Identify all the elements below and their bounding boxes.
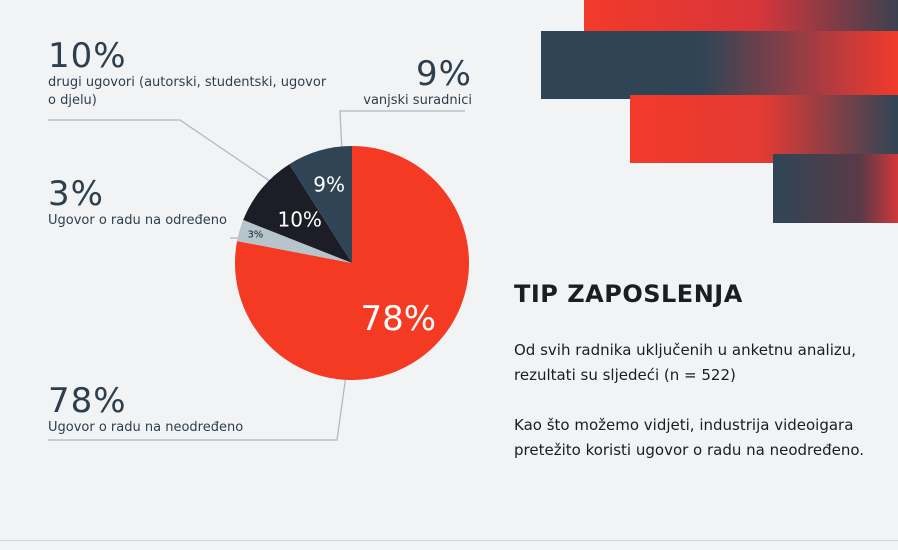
legend-other-text: drugi ugovori (autorski, studentski, ugo… [48,75,327,108]
decorative-stripe-2 [541,31,898,99]
pie-slice-3 [289,146,352,263]
leader-line-2 [48,119,281,189]
legend-other-contracts: 10% drugi ugovori (autorski, studentski,… [48,38,338,110]
pie-slice-labels: 78% 3% 10% 9% [247,172,436,339]
legend-fixed-term: 3% Ugovor o radu na određeno [48,176,248,230]
pie-slice-label-2: 10% [277,208,321,232]
legend-other-pct: 10% [48,36,127,76]
bottom-divider [0,540,898,541]
decorative-stripe-4 [773,154,898,223]
legend-external-pct: 9% [416,54,472,94]
intro-paragraph: Od svih radnika uključenih u anketnu ana… [514,341,857,384]
legend-fixed-term-pct: 3% [48,174,104,214]
pie-slice-label-1: 3% [247,229,263,240]
conclusion-paragraph: Kao što možemo vidjeti, industrija video… [514,416,865,459]
pie-slice-label-3: 9% [313,172,345,196]
leader-line-0 [48,367,348,441]
decorative-stripe-3 [630,95,898,163]
legend-external-text: vanjski suradnici [363,93,472,108]
leader-line-3 [339,110,465,154]
pie-slice-label-0: 78% [360,299,436,339]
section-title: TIP ZAPOSLENJA [514,280,743,308]
legend-fixed-term-text: Ugovor o radu na određeno [48,213,227,228]
legend-external: 9% vanjski suradnici [360,56,472,110]
pie-slice-2 [243,164,352,263]
legend-permanent: 78% Ugovor o radu na neodređeno [48,383,298,437]
legend-permanent-text: Ugovor o radu na neodređeno [48,420,244,435]
pie-slice-1 [237,219,352,263]
pie-slices [234,146,470,380]
legend-permanent-pct: 78% [48,381,127,421]
